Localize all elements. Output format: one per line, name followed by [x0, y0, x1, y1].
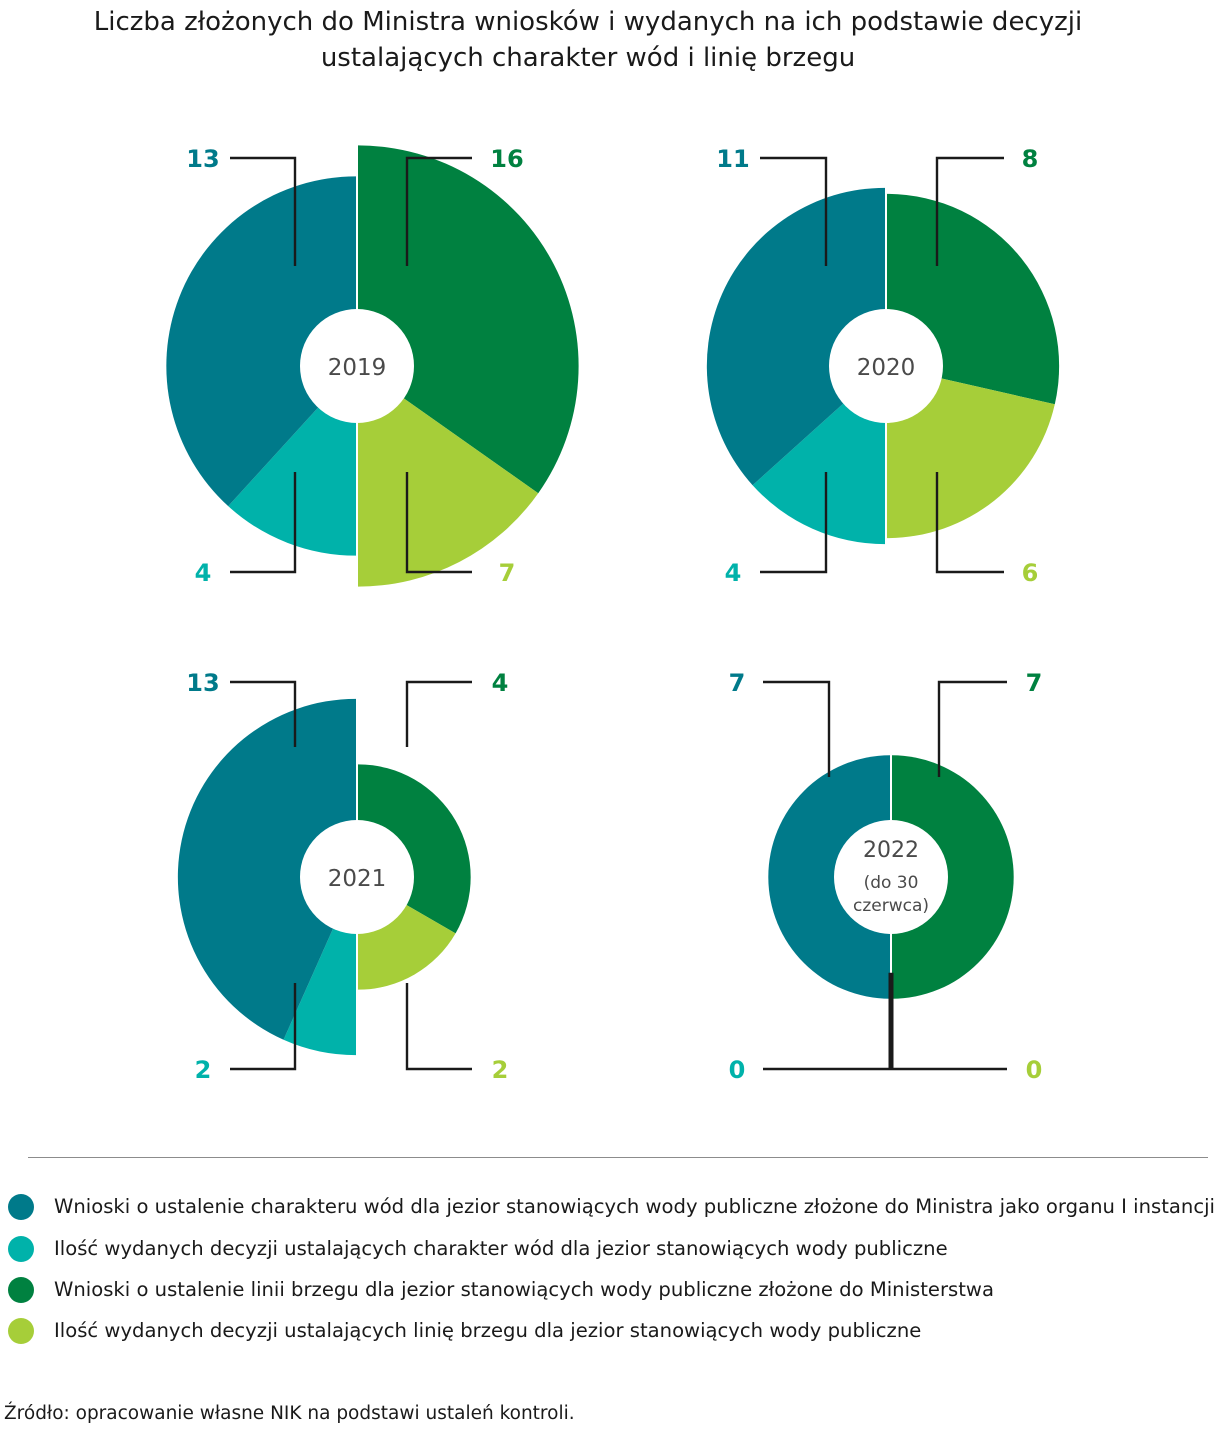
pie-slice-requests-water-character: [166, 176, 356, 507]
leader-line-top-right: [937, 680, 1007, 777]
legend-swatch-green-dark: [8, 1277, 34, 1303]
pie-slice-requests-water-character: [177, 698, 356, 1040]
pie-slice-decisions-shoreline: [358, 366, 539, 587]
legend-swatch-green-light: [8, 1318, 34, 1344]
pie-value-label: 2: [195, 1056, 212, 1084]
legend-swatch-teal-dark: [8, 1194, 34, 1220]
pie-value-label: 7: [499, 559, 516, 587]
pie-center-hole: [829, 309, 943, 423]
legend-label: Wnioski o ustalenie charakteru wód dla j…: [54, 1195, 1215, 1218]
pie-value-label: 7: [1026, 669, 1043, 697]
pie-value-label: 13: [186, 669, 219, 697]
pie-center-year-label: 2022: [863, 838, 919, 863]
leader-line-top-left: [230, 680, 297, 747]
pie-value-label: 13: [186, 145, 219, 173]
pie-center-sub-label: (do 30: [864, 873, 919, 893]
pie-slice-requests-shoreline: [892, 755, 1014, 999]
pie-value-label: 6: [1022, 559, 1039, 587]
leader-line-top-left: [760, 156, 828, 266]
pie-value-label: 16: [490, 145, 523, 173]
leader-line-top-right: [405, 156, 472, 266]
legend-separator: [28, 1157, 1208, 1158]
pie-value-label: 11: [716, 145, 749, 173]
pie-slice-requests-water-character: [768, 755, 890, 999]
leader-line-bottom-right: [405, 983, 472, 1071]
pie-value-label: 8: [1022, 145, 1039, 173]
pie-center-hole: [300, 820, 414, 934]
pie-value-label: 4: [725, 559, 742, 587]
pie-center-year-label: 2020: [857, 355, 916, 381]
legend-label: Wnioski o ustalenie linii brzegu dla jez…: [54, 1278, 994, 1301]
leader-line-top-right: [935, 156, 1004, 266]
leader-line-bottom-left: [230, 983, 297, 1071]
pie-center-year-label: 2021: [328, 866, 387, 892]
leader-line-top-left: [763, 680, 831, 777]
pie-slice-requests-water-character: [706, 187, 885, 486]
legend-label: Ilość wydanych decyzji ustalających char…: [54, 1237, 948, 1260]
pie-value-label: 0: [1026, 1056, 1043, 1084]
leader-line-bottom-right: [405, 472, 472, 574]
pie-value-label: 2: [492, 1056, 509, 1084]
charts-area: 2019 13 16 4 7 2020 11 8 4 6 2021 13 4 2 2 2022 (do 30 cz…: [166, 143, 1060, 1084]
pie-slice-requests-shoreline: [358, 145, 579, 494]
pie-value-label: 0: [729, 1056, 746, 1084]
pie-value-label: 7: [729, 669, 746, 697]
pie-slice-decisions-shoreline: [887, 366, 1055, 539]
pie-center-hole: [834, 820, 948, 934]
leader-line-bottom-right: [935, 472, 1004, 574]
leader-line-bottom-left: [230, 472, 297, 574]
leader-line-top-left: [230, 156, 297, 266]
pie-value-label: 4: [195, 559, 212, 587]
pie-slice-decisions-water-character: [228, 366, 356, 556]
chart-title-line-2: ustalających charakter wód i linię brzeg…: [320, 43, 856, 73]
source-note: Źródło: opracowanie własne NIK na podsta…: [4, 1403, 575, 1424]
pie-value-label: 4: [492, 669, 509, 697]
chart-title: Liczba złożonych do Ministra wniosków i …: [0, 4, 1176, 76]
chart-title-line-1: Liczba złożonych do Ministra wniosków i …: [93, 7, 1083, 37]
legend-swatch-teal-light: [8, 1236, 34, 1262]
legend-label: Ilość wydanych decyzji ustalających lini…: [54, 1319, 922, 1342]
pie-center-sub-label: czerwca): [853, 896, 929, 916]
leader-line-top-right: [405, 680, 472, 747]
pie-center-year-label: 2019: [328, 355, 387, 381]
pie-center-hole: [300, 309, 414, 423]
leader-line-bottom-left: [760, 472, 828, 574]
